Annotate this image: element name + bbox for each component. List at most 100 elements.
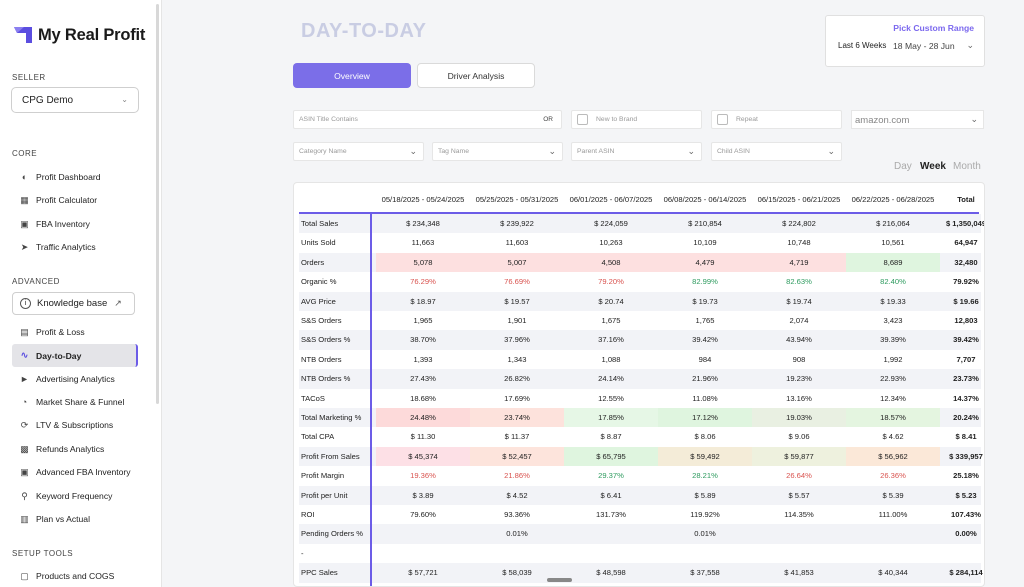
sidebar-scrollbar[interactable] — [156, 4, 159, 404]
sidebar-item-plan-vs-actual[interactable]: ▥ Plan vs Actual — [12, 509, 138, 529]
table-cell: $ 5.23 — [955, 490, 977, 500]
table-cell: 11,663 — [411, 238, 435, 248]
period-week[interactable]: Week — [920, 161, 946, 172]
sidebar-item-refunds-analytics[interactable]: ▩ Refunds Analytics — [12, 439, 138, 459]
child-asin-select[interactable]: Child ASIN ⌄ — [711, 142, 842, 161]
table-cell: 107.43% — [951, 510, 981, 519]
sidebar-item-keyword-frequency[interactable]: ⚲ Keyword Frequency — [12, 486, 138, 506]
new-to-brand-checkbox[interactable]: New to Brand — [571, 110, 702, 129]
table-cell: $ 41,853 — [784, 568, 814, 578]
row-label: - — [301, 548, 304, 558]
table-cell: $ 58,039 — [502, 568, 532, 578]
asin-title-input[interactable]: ASIN Title Contains OR — [293, 110, 562, 129]
table-cell: 93.36% — [504, 510, 530, 519]
or-label: OR — [543, 116, 553, 123]
parent-asin-select[interactable]: Parent ASIN ⌄ — [571, 142, 702, 161]
tab-overview[interactable]: Overview — [293, 63, 411, 88]
table-cell: $ 224,059 — [594, 219, 628, 228]
tag-select[interactable]: Tag Name ⌄ — [432, 142, 563, 161]
sidebar-item-fba-inventory[interactable]: ▣ FBA Inventory — [12, 214, 138, 234]
sidebar-item-profit-calculator[interactable]: ▦ Profit Calculator — [12, 190, 138, 210]
sidebar-item-label: Profit Calculator — [36, 195, 98, 205]
table-cell: 79.20% — [598, 277, 624, 287]
sidebar-item-traffic-analytics[interactable]: ➤ Traffic Analytics — [12, 237, 138, 257]
table-cell: 64,947 — [954, 238, 978, 248]
row-label: Organic % — [301, 277, 337, 287]
chevron-down-icon: ⌄ — [409, 146, 417, 156]
table-cell: 1,765 — [695, 316, 715, 325]
chevron-down-icon[interactable]: ⌄ — [966, 40, 974, 50]
row-label: S&S Orders — [301, 316, 342, 325]
table-cell: 17.85% — [564, 408, 658, 428]
table-cell — [943, 544, 984, 563]
marketplace-select[interactable]: amazon.com ⌄ — [851, 110, 984, 129]
table-cell: $ 57,721 — [408, 568, 438, 578]
checkbox[interactable] — [717, 114, 728, 125]
seller-select[interactable]: CPG Demo ⌄ — [11, 87, 139, 113]
knowledge-base-button[interactable]: i Knowledge base ↗ — [12, 292, 135, 315]
setup-section-label: SETUP TOOLS — [12, 549, 74, 558]
column-header: 05/18/2025 - 05/24/2025 — [381, 195, 465, 204]
table-row: Units Sold 11,663 11,603 10,263 10,109 10,748… — [299, 233, 981, 252]
table-cell: 18.57% — [846, 408, 940, 428]
category-select[interactable]: Category Name ⌄ — [293, 142, 424, 161]
table-cell: 1,393 — [413, 354, 433, 364]
column-header: 06/08/2025 - 06/14/2025 — [663, 195, 747, 204]
table-cell: $ 284,114 — [949, 568, 983, 578]
dashboard-gauge-icon: ◐ — [21, 171, 28, 182]
period-month[interactable]: Month — [953, 161, 981, 172]
sidebar-item-profit-loss[interactable]: ▤ Profit & Loss — [12, 322, 138, 342]
chevron-down-icon: ⌄ — [548, 146, 556, 156]
table-cell: $ 19.73 — [692, 296, 718, 306]
period-day[interactable]: Day — [894, 161, 912, 172]
cursor-icon: ➤ — [20, 241, 29, 252]
horizontal-scrollbar[interactable] — [547, 578, 572, 582]
column-header: 06/01/2025 - 06/07/2025 — [569, 195, 653, 204]
table-cell: 3,423 — [883, 316, 903, 325]
table-cell: 7,707 — [956, 354, 976, 364]
table-cell: 1,965 — [413, 316, 433, 325]
checkbox[interactable] — [577, 114, 588, 125]
table-cell: $ 11.30 — [410, 432, 436, 442]
table-cell — [846, 544, 940, 563]
calendar-icon: ▥ — [20, 513, 29, 524]
sidebar-item-ltv-subscriptions[interactable]: ⟳ LTV & Subscriptions — [12, 415, 138, 435]
table-cell: $ 4.52 — [506, 490, 528, 500]
table-cell: 14.37% — [953, 393, 979, 403]
sidebar-item-label: LTV & Subscriptions — [36, 420, 114, 430]
asin-title-placeholder: ASIN Title Contains — [299, 116, 358, 123]
inventory-icon: ▣ — [20, 218, 29, 229]
table-cell: 19.03% — [752, 408, 846, 428]
table-cell: 1,901 — [507, 316, 527, 325]
table-cell: 39.42% — [692, 335, 718, 345]
sidebar-item-advanced-fba-inventory[interactable]: ▣ Advanced FBA Inventory — [12, 462, 138, 482]
table-cell: 4,719 — [752, 252, 846, 273]
table-cell: 119.92% — [690, 510, 720, 519]
sidebar-item-market-share[interactable]: ◔ Market Share & Funnel — [12, 392, 138, 412]
sidebar-item-profit-dashboard[interactable]: ◐ Profit Dashboard — [12, 167, 138, 187]
row-label: Profit per Unit — [301, 490, 348, 500]
child-asin-placeholder: Child ASIN — [717, 148, 750, 155]
sidebar-item-products-cogs[interactable]: ▢ Products and COGS — [12, 566, 138, 586]
table-cell: $ 9.06 — [788, 432, 810, 442]
pick-custom-range-link[interactable]: Pick Custom Range — [893, 23, 974, 33]
sidebar-item-advertising-analytics[interactable]: ► Advertising Analytics — [12, 369, 138, 389]
repeat-checkbox[interactable]: Repeat — [711, 110, 842, 129]
table-row: PPC Sales $ 57,721 $ 58,039 $ 48,598 $ 37,55… — [299, 563, 983, 583]
logo[interactable]: My Real Profit — [13, 25, 145, 45]
tab-driver-analysis[interactable]: Driver Analysis — [417, 63, 535, 88]
table-cell: $ 45,374 — [376, 446, 470, 467]
sidebar-item-day-to-day[interactable]: ∿ Day-to-Day — [12, 344, 138, 367]
row-label: Total CPA — [301, 432, 335, 442]
table-cell: 12,803 — [954, 316, 978, 325]
table-cell: $ 224,802 — [782, 219, 816, 228]
sidebar-item-label: Advanced FBA Inventory — [36, 467, 131, 477]
repeat-label: Repeat — [736, 116, 758, 123]
table-cell: 1,088 — [601, 354, 621, 364]
table-cell: 984 — [698, 354, 712, 364]
date-range-picker[interactable]: Pick Custom Range Last 6 Weeks 18 May - … — [825, 15, 985, 67]
table-row: NTB Orders % 27.43% 26.82% 24.14% 21.96% 19.2… — [299, 369, 981, 389]
table-cell: $ 20.74 — [598, 296, 624, 306]
row-label: AVG Price — [301, 296, 336, 306]
row-label: PPC Sales — [301, 568, 338, 578]
